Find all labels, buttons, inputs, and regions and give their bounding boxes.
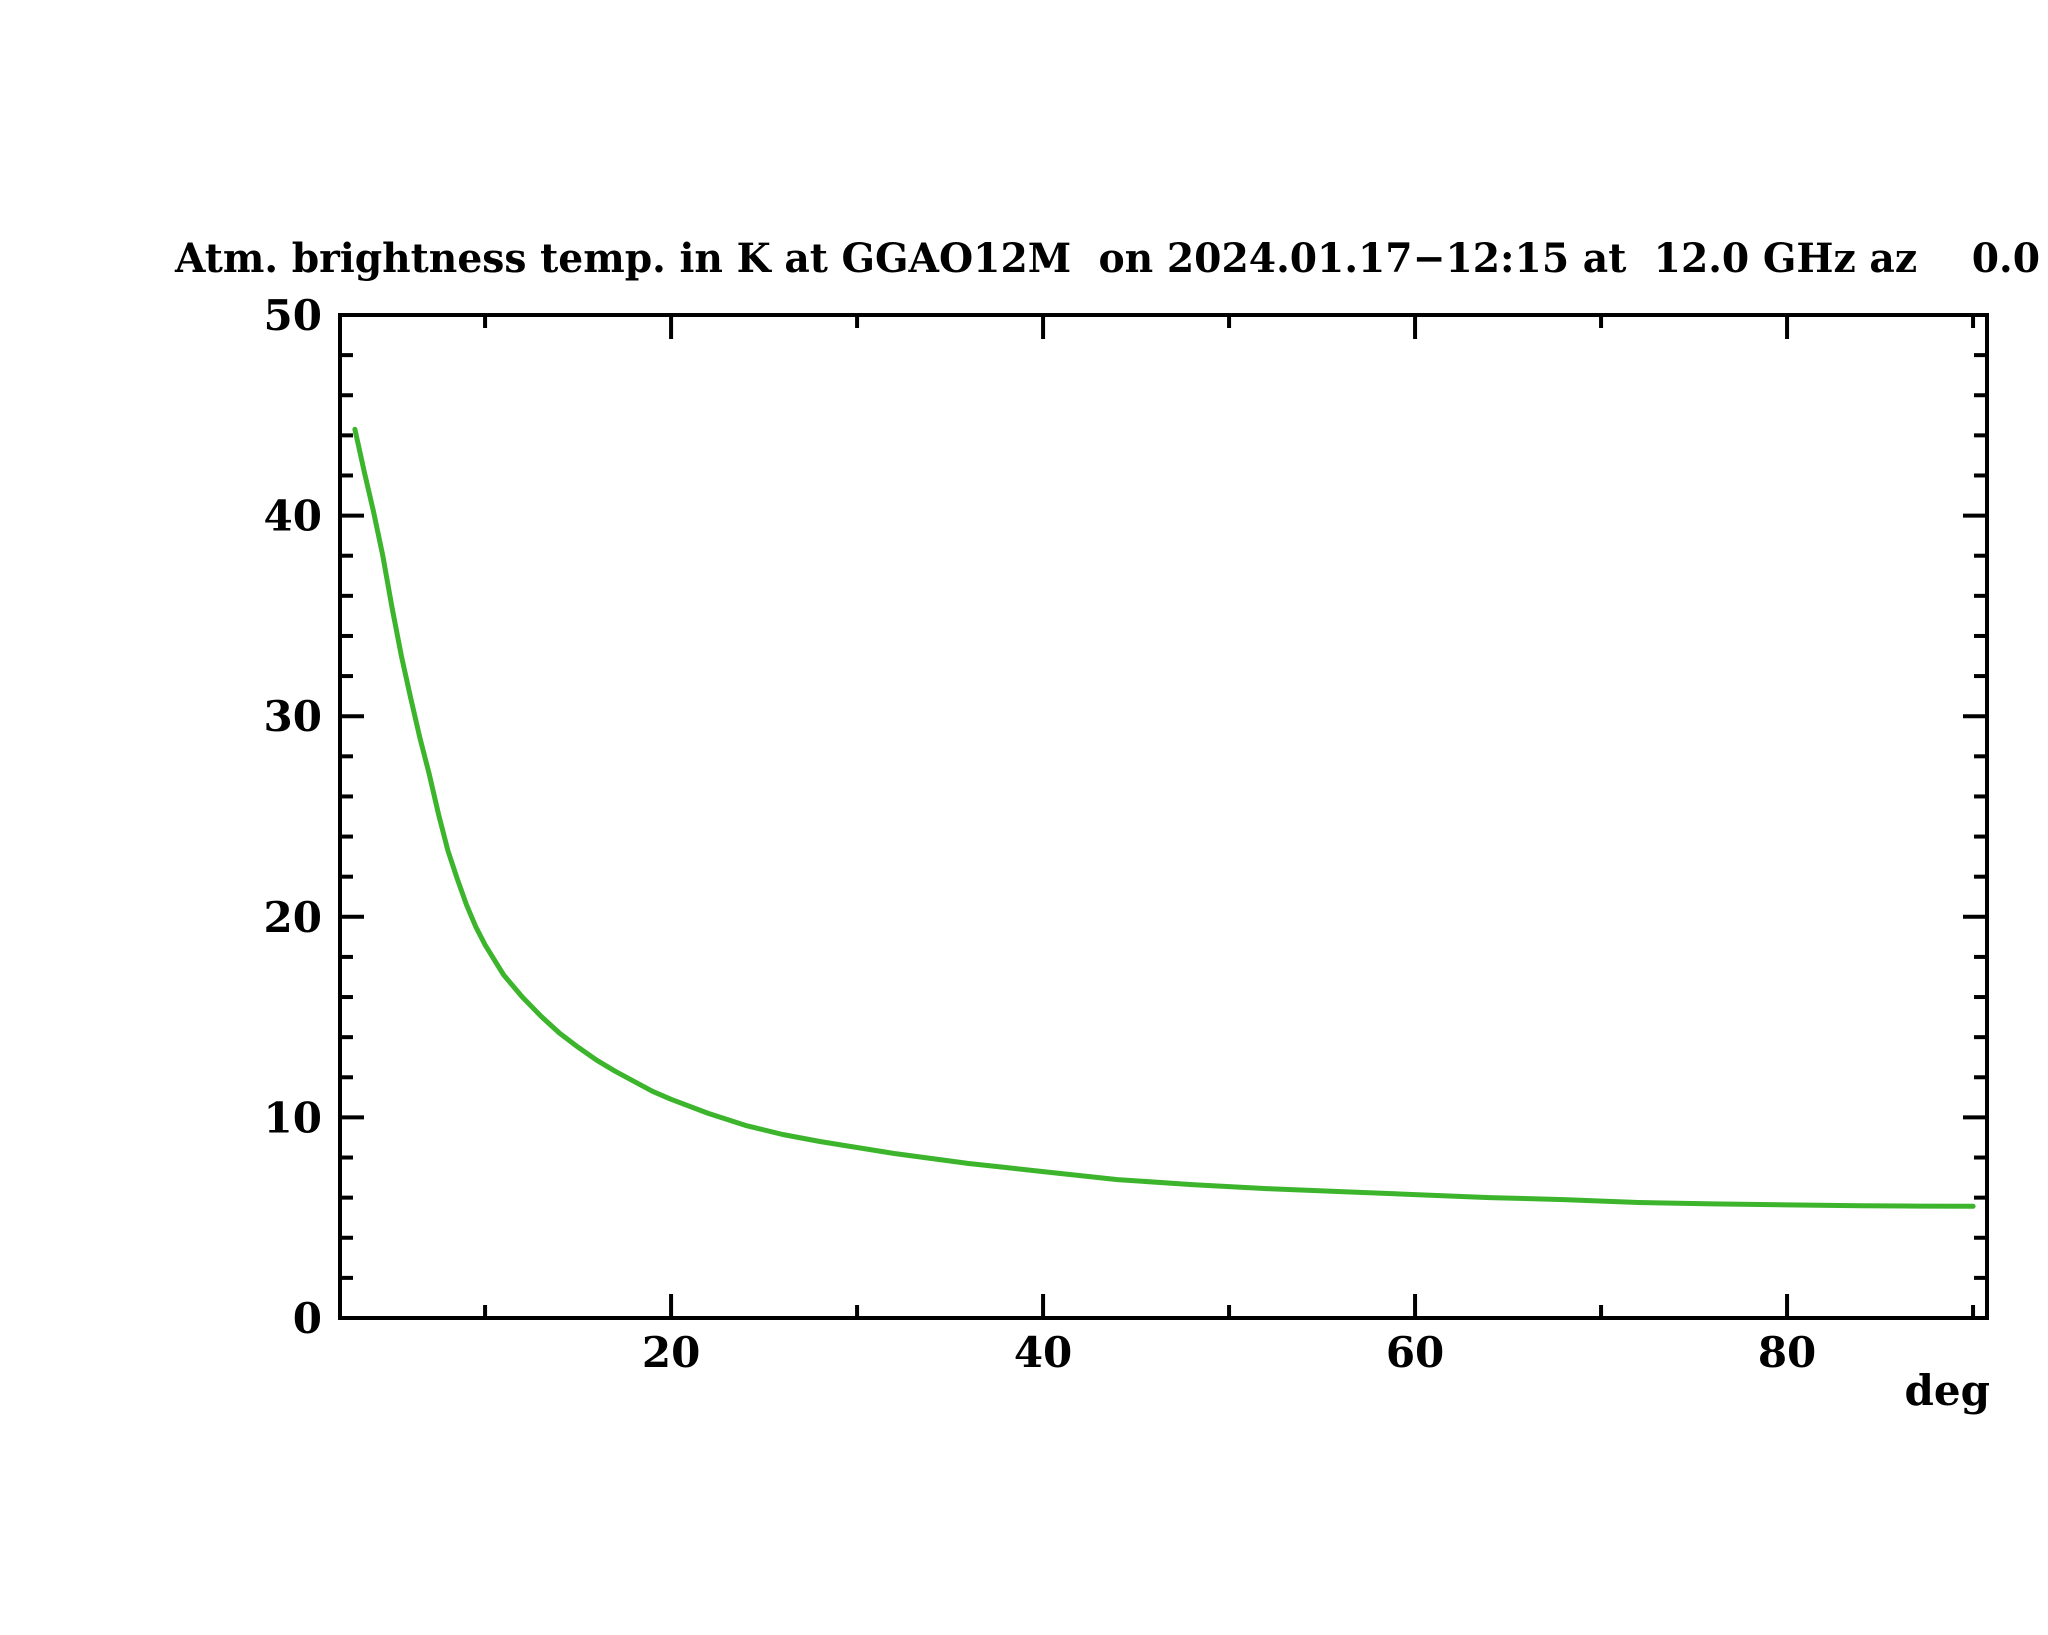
x-tick-label: 80 bbox=[1758, 1328, 1816, 1377]
temperature-curve bbox=[352, 426, 1976, 1209]
plot-border bbox=[338, 313, 1989, 1320]
y-tick-label: 50 bbox=[264, 291, 322, 340]
x-tick-label: 40 bbox=[1014, 1328, 1072, 1377]
axes-group bbox=[338, 313, 1989, 1320]
x-tick-label: 20 bbox=[642, 1328, 700, 1377]
y-tick-label: 20 bbox=[264, 893, 322, 942]
plot-title: Atm. brightness temp. in K at GGAO12M on… bbox=[174, 235, 2040, 282]
x-unit-label: deg bbox=[1905, 1366, 1990, 1415]
series-group bbox=[352, 426, 1976, 1209]
y-tick-label: 40 bbox=[264, 492, 322, 541]
y-tick-label: 0 bbox=[293, 1294, 322, 1343]
tick-labels-group: 20 40 60 80 0 10 20 30 40 50 bbox=[264, 291, 1817, 1377]
x-tick-label: 60 bbox=[1386, 1328, 1444, 1377]
y-tick-label: 10 bbox=[264, 1093, 322, 1142]
y-tick-label: 30 bbox=[264, 692, 322, 741]
